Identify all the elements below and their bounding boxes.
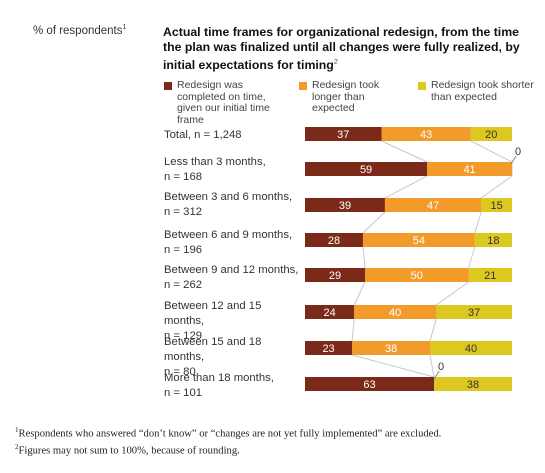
zero-callout-label: 0 xyxy=(438,361,444,373)
category-label: More than 18 months, n = 101 xyxy=(164,372,274,399)
data-label-longer: 47 xyxy=(427,200,439,212)
category-label: Between 6 and 9 months, n = 196 xyxy=(164,229,293,256)
bar-longer xyxy=(354,305,437,319)
bar-shorter xyxy=(434,377,512,391)
category-label: Total, n = 1,248 xyxy=(164,129,242,141)
bar-longer xyxy=(352,341,431,355)
bar-shorter xyxy=(436,305,512,319)
data-label-shorter: 18 xyxy=(487,235,499,247)
data-label-longer: 50 xyxy=(411,270,423,282)
data-label-longer: 54 xyxy=(413,235,425,247)
data-label-on-time: 23 xyxy=(322,343,334,355)
bar-on-time xyxy=(305,268,366,282)
footnote-2: 2Figures may not sum to 100%, because of… xyxy=(15,443,240,457)
bar-longer xyxy=(427,162,512,176)
bar-shorter xyxy=(468,268,512,282)
bar-shorter xyxy=(481,198,512,212)
legend-label-on-time: Redesign was completed on time, given ou… xyxy=(177,79,270,126)
bar-on-time xyxy=(305,198,385,212)
data-label-shorter: 20 xyxy=(485,129,497,141)
data-label-shorter: 37 xyxy=(468,307,480,319)
data-label-on-time: 63 xyxy=(363,379,375,391)
bar-on-time xyxy=(305,162,428,176)
data-label-longer: 41 xyxy=(463,164,475,176)
data-label-shorter: 38 xyxy=(467,379,479,391)
data-label-on-time: 28 xyxy=(328,235,340,247)
data-label-on-time: 24 xyxy=(323,307,335,319)
data-label-on-time: 29 xyxy=(329,270,341,282)
bar-shorter xyxy=(430,341,512,355)
bar-longer xyxy=(362,233,475,247)
stacked-bar-chart: 37 43 20 59 41 39 47 15 28 54 18 29 50 21 24 40 37 23 38 40… xyxy=(305,127,521,391)
bar-on-time xyxy=(305,341,353,355)
data-label-longer: 43 xyxy=(420,129,432,141)
bar-on-time xyxy=(305,233,363,247)
zero-callout-label: 0 xyxy=(515,146,521,158)
category-label: Between 3 and 6 months, n = 312 xyxy=(164,191,293,218)
chart-title: Actual time frames for organizational re… xyxy=(163,25,520,73)
legend-swatch-on-time xyxy=(164,82,172,90)
bar-longer xyxy=(381,127,471,141)
category-label: Between 15 and 18 months, n = 80 xyxy=(164,336,262,378)
category-label: Between 12 and 15 months, n = 129 xyxy=(164,300,262,342)
data-label-longer: 38 xyxy=(385,343,397,355)
category-label: Between 9 and 12 months, n = 262 xyxy=(164,264,299,291)
data-label-shorter: 21 xyxy=(484,270,496,282)
zero-callout-line xyxy=(433,370,440,380)
data-label-longer: 40 xyxy=(389,307,401,319)
unit-label: % of respondents1 xyxy=(33,24,127,37)
bar-on-time xyxy=(305,127,382,141)
bar-on-time xyxy=(305,377,435,391)
bar-on-time xyxy=(305,305,355,319)
bar-longer xyxy=(365,268,469,282)
data-label-on-time: 37 xyxy=(337,129,349,141)
legend-label-longer: Redesign took longer than expected xyxy=(312,79,380,114)
data-label-on-time: 59 xyxy=(360,164,372,176)
footnotes: 1Respondents who answered “don’t know” o… xyxy=(15,424,441,458)
bar-shorter xyxy=(474,233,512,247)
bar-longer xyxy=(384,198,482,212)
legend-swatch-longer xyxy=(299,82,307,90)
data-label-on-time: 39 xyxy=(339,200,351,212)
category-label: Less than 3 months, n = 168 xyxy=(164,156,266,183)
zero-callout-line xyxy=(510,155,517,165)
data-label-shorter: 15 xyxy=(491,200,503,212)
footnote-1: 1Respondents who answered “don’t know” o… xyxy=(15,426,442,440)
legend-label-shorter: Redesign took shorter than expected xyxy=(431,79,534,103)
legend-swatch-shorter xyxy=(418,82,426,90)
data-label-shorter: 40 xyxy=(465,343,477,355)
bar-shorter xyxy=(470,127,512,141)
